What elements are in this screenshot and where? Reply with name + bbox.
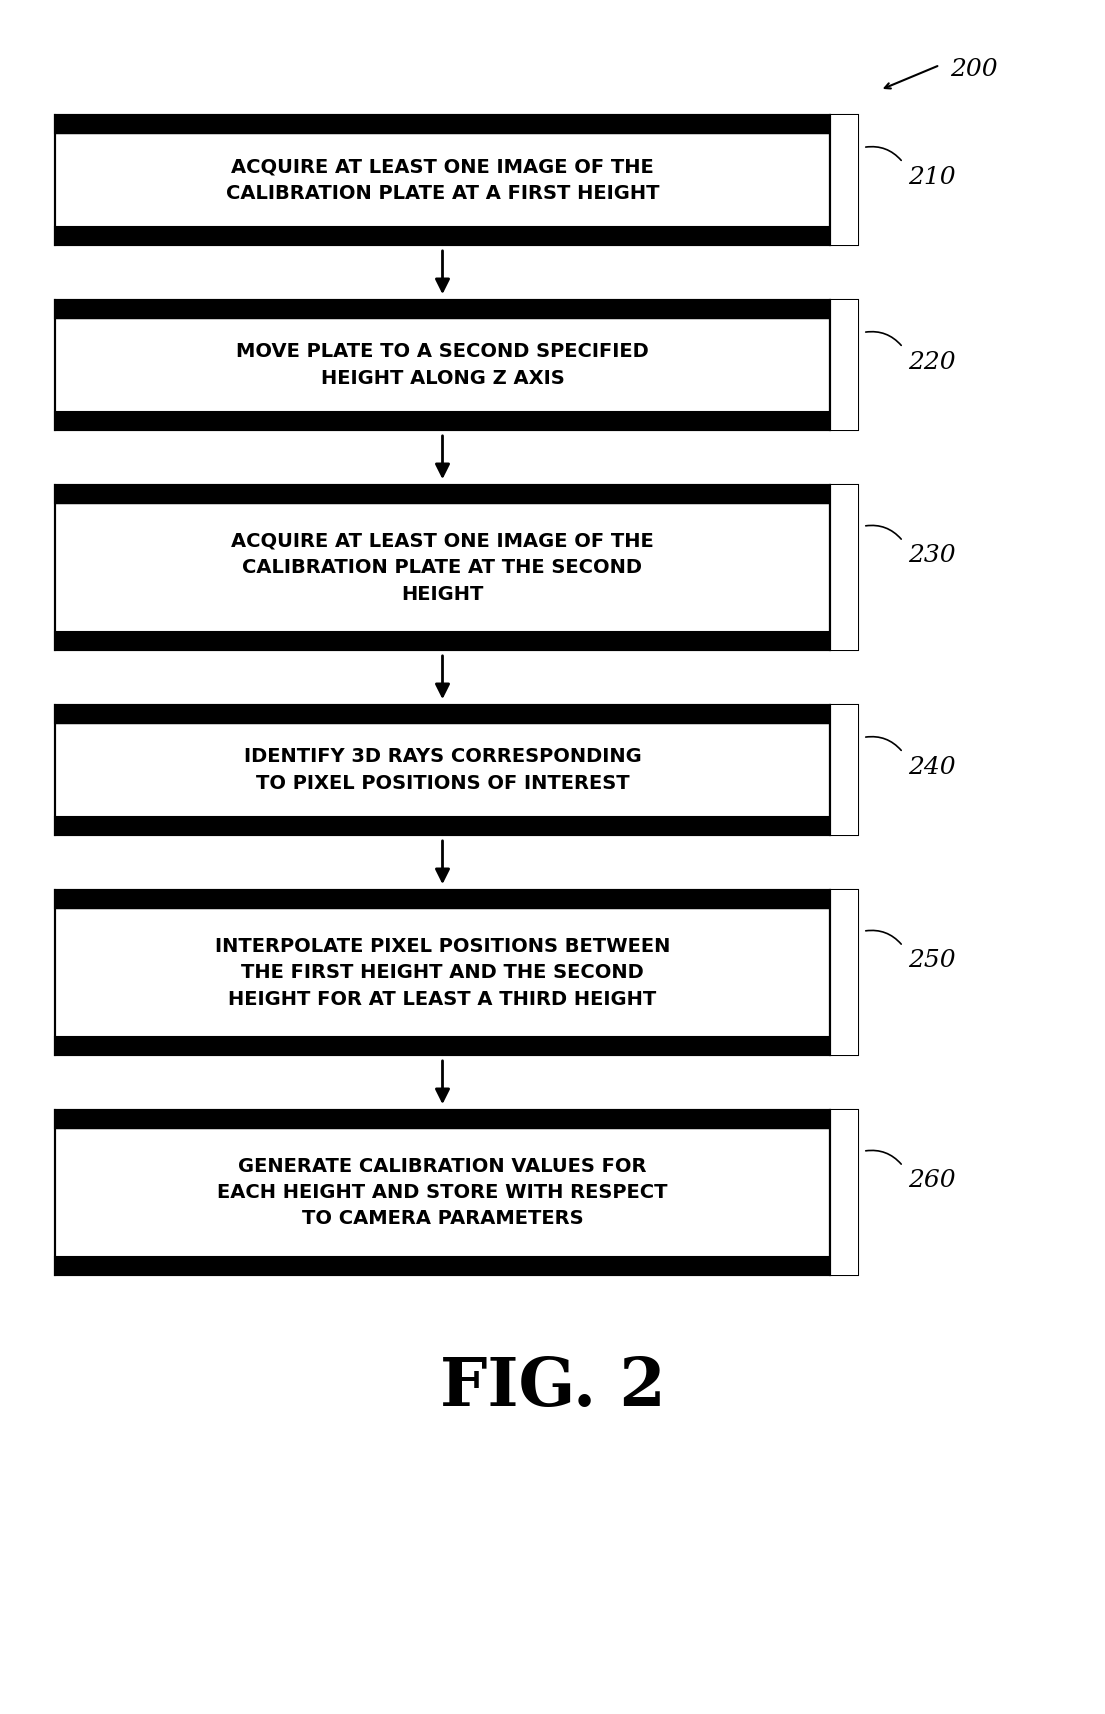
Bar	[830, 300, 857, 430]
Bar	[830, 890, 857, 1056]
Bar	[55, 818, 830, 835]
Bar	[55, 1111, 830, 1275]
Bar	[830, 1111, 857, 1275]
Text: 260: 260	[908, 1169, 956, 1193]
Bar	[830, 300, 857, 430]
Text: GENERATE CALIBRATION VALUES FOR
EACH HEIGHT AND STORE WITH RESPECT
TO CAMERA PAR: GENERATE CALIBRATION VALUES FOR EACH HEI…	[218, 1157, 667, 1229]
Text: FIG. 2: FIG. 2	[440, 1356, 665, 1419]
Bar	[830, 704, 857, 835]
Bar	[55, 890, 830, 1056]
Bar	[55, 632, 830, 650]
Text: 220: 220	[908, 350, 956, 374]
Bar	[55, 485, 830, 650]
Text: 250: 250	[908, 950, 956, 972]
Bar	[55, 300, 830, 319]
Bar	[830, 485, 857, 650]
Bar	[830, 485, 857, 650]
Bar	[55, 704, 830, 723]
Bar	[55, 485, 830, 502]
Text: ACQUIRE AT LEAST ONE IMAGE OF THE
CALIBRATION PLATE AT THE SECOND
HEIGHT: ACQUIRE AT LEAST ONE IMAGE OF THE CALIBR…	[231, 531, 654, 603]
Text: 230: 230	[908, 545, 956, 567]
Text: MOVE PLATE TO A SECOND SPECIFIED
HEIGHT ALONG Z AXIS: MOVE PLATE TO A SECOND SPECIFIED HEIGHT …	[236, 343, 649, 387]
Text: 200: 200	[950, 58, 998, 81]
Bar	[830, 1111, 857, 1275]
Bar	[55, 411, 830, 430]
Bar	[830, 704, 857, 835]
Bar	[55, 300, 830, 319]
Bar	[830, 890, 857, 1056]
Bar	[55, 723, 830, 818]
Text: INTERPOLATE PIXEL POSITIONS BETWEEN
THE FIRST HEIGHT AND THE SECOND
HEIGHT FOR A: INTERPOLATE PIXEL POSITIONS BETWEEN THE …	[214, 936, 671, 1008]
Bar	[55, 908, 830, 1037]
Bar	[830, 115, 857, 245]
Bar	[55, 319, 830, 411]
Bar	[55, 115, 830, 245]
Bar	[55, 890, 830, 908]
Bar	[55, 1037, 830, 1056]
Text: 210: 210	[908, 166, 956, 189]
Text: IDENTIFY 3D RAYS CORRESPONDING
TO PIXEL POSITIONS OF INTEREST: IDENTIFY 3D RAYS CORRESPONDING TO PIXEL …	[243, 747, 641, 794]
Bar	[55, 300, 830, 430]
Bar	[55, 226, 830, 245]
Bar	[55, 485, 830, 502]
Bar	[830, 115, 857, 245]
Text: ACQUIRE AT LEAST ONE IMAGE OF THE
CALIBRATION PLATE AT A FIRST HEIGHT: ACQUIRE AT LEAST ONE IMAGE OF THE CALIBR…	[225, 158, 660, 202]
Bar	[55, 115, 830, 134]
Bar	[55, 890, 830, 908]
Bar	[55, 1128, 830, 1256]
Bar	[55, 1111, 830, 1128]
Text: 240: 240	[908, 756, 956, 778]
Bar	[55, 1111, 830, 1128]
Bar	[55, 134, 830, 226]
Bar	[55, 704, 830, 835]
Bar	[55, 704, 830, 723]
Bar	[55, 115, 830, 134]
Bar	[55, 1256, 830, 1275]
Bar	[55, 502, 830, 632]
